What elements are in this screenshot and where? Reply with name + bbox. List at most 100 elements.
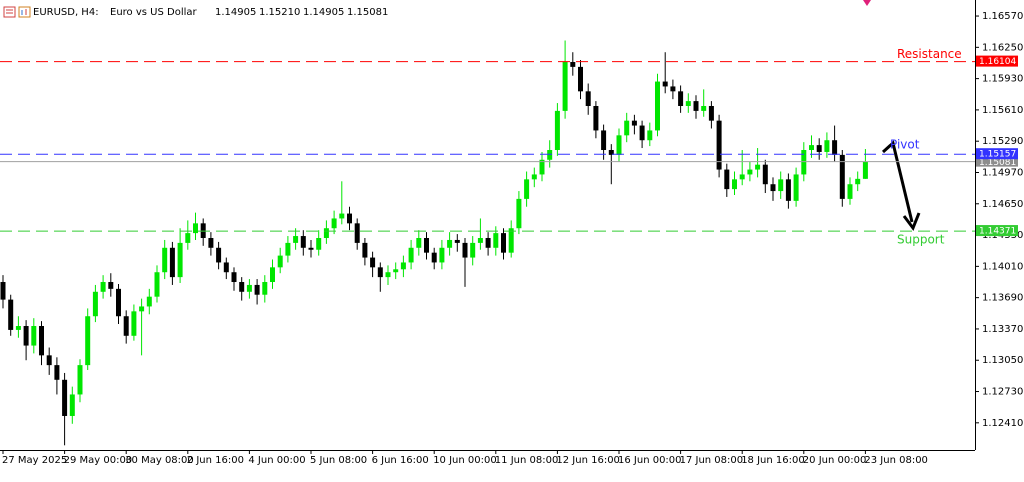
candle-body — [208, 238, 214, 248]
symbol: EURUSD, H4: — [33, 7, 99, 18]
x-tick-label: 18 Jun 16:00 — [741, 455, 805, 466]
candle-body — [524, 179, 530, 199]
candle-body — [85, 316, 91, 366]
candle-body — [300, 236, 306, 248]
y-tick-label: 1.15610 — [982, 105, 1023, 116]
candle-body — [123, 316, 129, 336]
candle-body — [408, 247, 414, 263]
level-name: Support — [897, 233, 945, 247]
candle-body — [554, 110, 560, 150]
candle-body — [169, 247, 175, 278]
candle-body — [54, 365, 60, 380]
candle-body — [246, 284, 252, 292]
x-tick-label: 5 Jun 08:00 — [310, 455, 367, 466]
candle-body — [809, 145, 814, 150]
candle-body — [362, 242, 368, 258]
candle-body — [477, 238, 483, 243]
candle-body — [223, 262, 229, 273]
level-value: 1.14371 — [979, 227, 1016, 237]
candle-body — [146, 296, 152, 307]
candle-body — [100, 282, 106, 292]
candle-body — [154, 272, 160, 297]
candle-body — [778, 179, 784, 192]
candle-body — [762, 164, 768, 185]
level-tag — [976, 225, 1018, 237]
level-tag — [976, 55, 1018, 67]
y-tick-label: 1.14970 — [982, 167, 1023, 178]
x-tick-label: 6 Jun 16:00 — [372, 455, 429, 466]
level-tag — [976, 148, 1018, 160]
marker — [863, 0, 871, 6]
candle-body — [708, 105, 714, 121]
candle-body — [454, 239, 460, 243]
candle-body — [485, 238, 491, 248]
candle-body — [62, 379, 68, 416]
candle-body — [862, 161, 868, 179]
candle-body — [693, 101, 699, 111]
candle-body — [516, 198, 522, 229]
candle-body — [39, 326, 44, 356]
candle-body — [732, 179, 737, 190]
y-tick-label: 1.13050 — [982, 355, 1023, 366]
candle-body — [685, 101, 691, 106]
y-tick-label: 1.16250 — [982, 42, 1023, 53]
candle-body — [493, 233, 499, 248]
candle-body — [323, 228, 329, 239]
candle-body — [678, 91, 684, 106]
y-tick-label: 1.12730 — [982, 387, 1023, 398]
candle-body — [631, 120, 637, 126]
candle-body — [69, 394, 75, 416]
candle-body — [785, 179, 791, 201]
candle-body — [847, 184, 853, 199]
candle-body — [400, 262, 406, 270]
candle-body — [46, 355, 52, 366]
candle-body — [439, 247, 445, 263]
candle-body — [585, 91, 591, 106]
candle-body — [739, 174, 745, 180]
candle-body — [508, 228, 514, 253]
y-tick-label: 1.12410 — [982, 418, 1023, 429]
candle-body — [839, 154, 845, 199]
candle-body — [716, 120, 722, 170]
candle-body — [193, 223, 198, 234]
candle-body — [31, 326, 37, 346]
y-tick-label: 1.15290 — [982, 136, 1023, 147]
candle-body — [593, 105, 599, 131]
y-tick-label: 1.14010 — [982, 261, 1023, 272]
x-tick-label: 30 May 08:00 — [125, 455, 194, 466]
candle-body — [647, 130, 653, 141]
candle-body — [724, 169, 730, 190]
candle-body — [447, 239, 453, 248]
candle-body — [755, 164, 761, 170]
candle-body — [793, 174, 799, 201]
candle-body — [616, 135, 622, 155]
x-tick-label: 16 Jun 00:00 — [618, 455, 682, 466]
symbol-description: Euro vs US Dollar — [110, 7, 198, 18]
x-tick-label: 17 Jun 08:00 — [680, 455, 744, 466]
candle-body — [385, 272, 391, 278]
current-price-tag — [976, 156, 1018, 167]
candle-body — [139, 306, 145, 312]
symbol-icons — [3, 6, 31, 18]
candle-body — [8, 299, 14, 330]
candle-body — [801, 150, 807, 175]
y-tick-label: 1.14650 — [982, 199, 1023, 210]
x-tick-label: 12 Jun 16:00 — [556, 455, 620, 466]
header-value: 1.14905 — [215, 7, 256, 18]
candle-body — [347, 213, 352, 224]
candle-body — [393, 269, 399, 273]
level-name: Resistance — [897, 47, 962, 61]
y-tick-label: 1.13690 — [982, 293, 1023, 304]
candle-body — [231, 272, 237, 283]
candle-body — [655, 81, 660, 131]
candle-body — [416, 238, 422, 248]
candle-body — [608, 150, 614, 155]
x-tick-label: 4 Jun 00:00 — [248, 455, 305, 466]
candle-body — [331, 218, 337, 229]
x-tick-label: 27 May 2025 — [2, 455, 67, 466]
x-tick-label: 23 Jun 08:00 — [864, 455, 928, 466]
candle-body — [470, 242, 476, 258]
x-tick-label: 11 Jun 08:00 — [495, 455, 559, 466]
y-tick-label: 1.13370 — [982, 324, 1023, 335]
header-value: 1.15081 — [347, 7, 388, 18]
